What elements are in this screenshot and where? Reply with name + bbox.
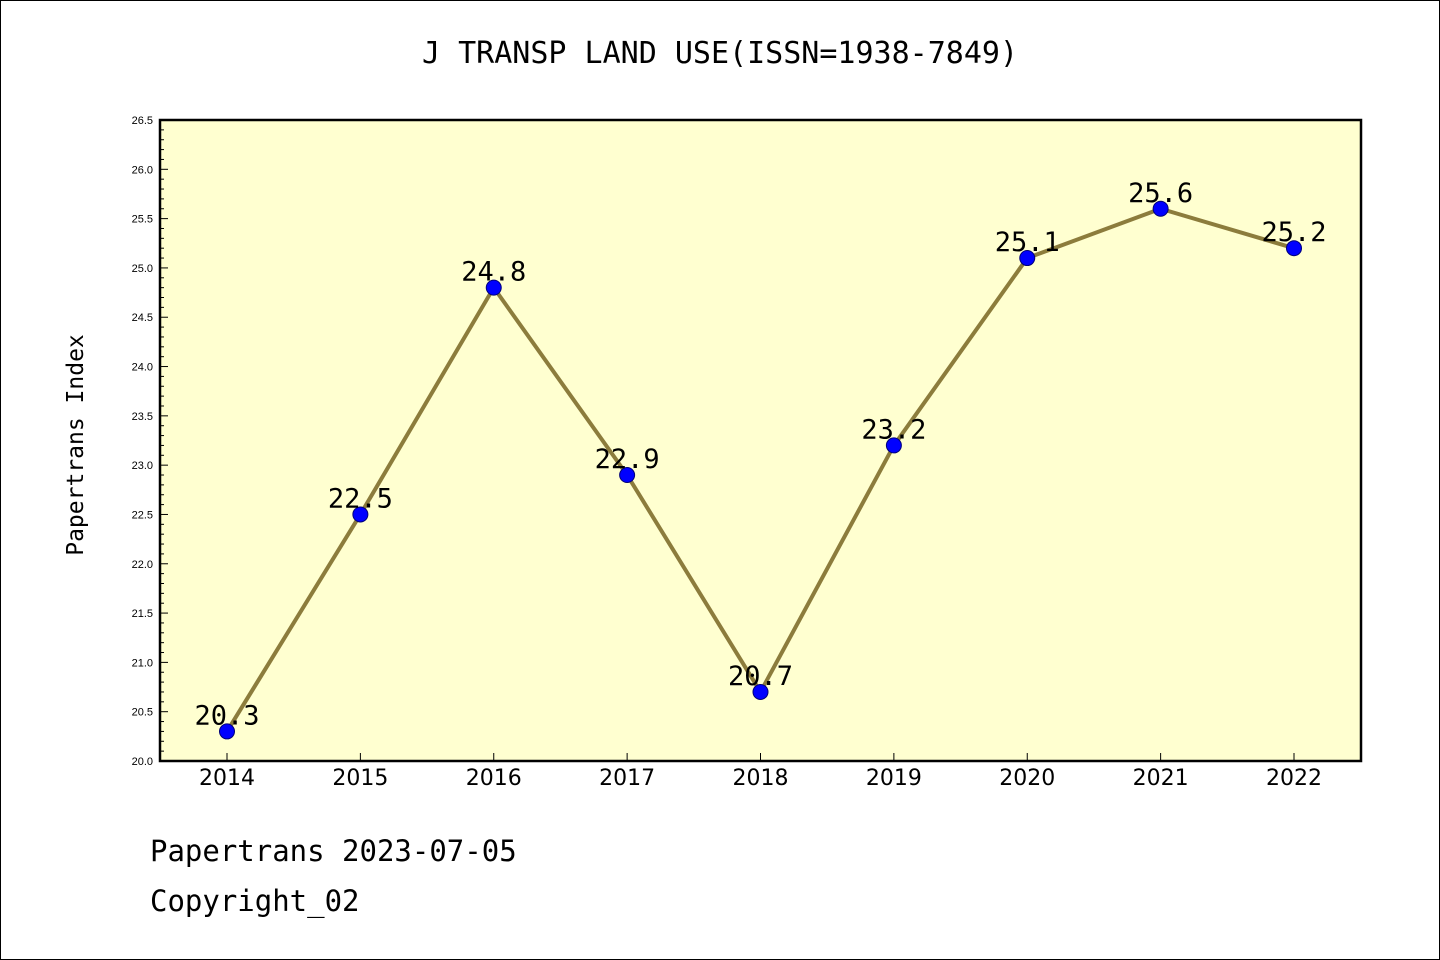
data-point <box>752 683 769 700</box>
chart-title: J TRANSP LAND USE(ISSN=1938-7849) <box>421 36 1019 71</box>
x-tick-label: 2015 <box>332 766 388 791</box>
data-label: 20.7 <box>728 661 793 692</box>
data-label: 23.2 <box>861 414 926 445</box>
data-point <box>352 506 369 523</box>
y-tick-label: 21.0 <box>132 657 153 669</box>
plot-border <box>158 118 1363 763</box>
y-tick-label: 25.5 <box>132 214 153 226</box>
data-label: 25.1 <box>995 227 1060 258</box>
data-point <box>485 279 502 296</box>
data-point <box>1286 240 1302 257</box>
footer-copyright: Copyright_02 <box>150 884 360 918</box>
y-tick-label: 24.5 <box>132 312 153 324</box>
x-tick-label: 2016 <box>466 766 522 791</box>
y-tick-label: 23.0 <box>132 460 153 472</box>
y-tick-label: 26.5 <box>132 115 153 127</box>
x-tick-label: 2019 <box>866 766 922 791</box>
y-tick-label: 26.0 <box>132 164 153 176</box>
data-label: 25.6 <box>1128 178 1193 209</box>
x-tick-label: 2014 <box>199 766 255 791</box>
x-tick-label: 2018 <box>733 766 789 791</box>
y-tick-label: 22.0 <box>132 559 153 571</box>
data-label: 25.2 <box>1261 217 1326 248</box>
y-tick-label: 20.5 <box>132 707 153 719</box>
data-label: 22.9 <box>595 444 660 475</box>
x-tick-label: 2020 <box>999 766 1055 791</box>
y-tick-label: 23.5 <box>132 411 153 423</box>
plot-area <box>160 120 1361 761</box>
data-label: 22.5 <box>328 483 393 514</box>
data-point <box>619 467 636 484</box>
y-tick-label: 21.5 <box>132 608 153 620</box>
data-point <box>1019 250 1036 267</box>
x-tick-label: 2017 <box>599 766 655 791</box>
y-tick-label: 20.0 <box>132 756 153 768</box>
data-label: 20.3 <box>194 700 259 731</box>
data-point <box>885 437 902 454</box>
footer-date: Papertrans 2023-07-05 <box>150 834 517 868</box>
data-point <box>1152 200 1169 217</box>
y-tick-label: 25.0 <box>132 263 153 275</box>
data-point <box>219 723 235 740</box>
y-tick-label: 24.0 <box>132 362 153 374</box>
data-label: 24.8 <box>461 257 526 288</box>
x-tick-label: 2022 <box>1266 766 1322 791</box>
x-tick-label: 2021 <box>1133 766 1189 791</box>
y-tick-label: 22.5 <box>132 509 153 521</box>
